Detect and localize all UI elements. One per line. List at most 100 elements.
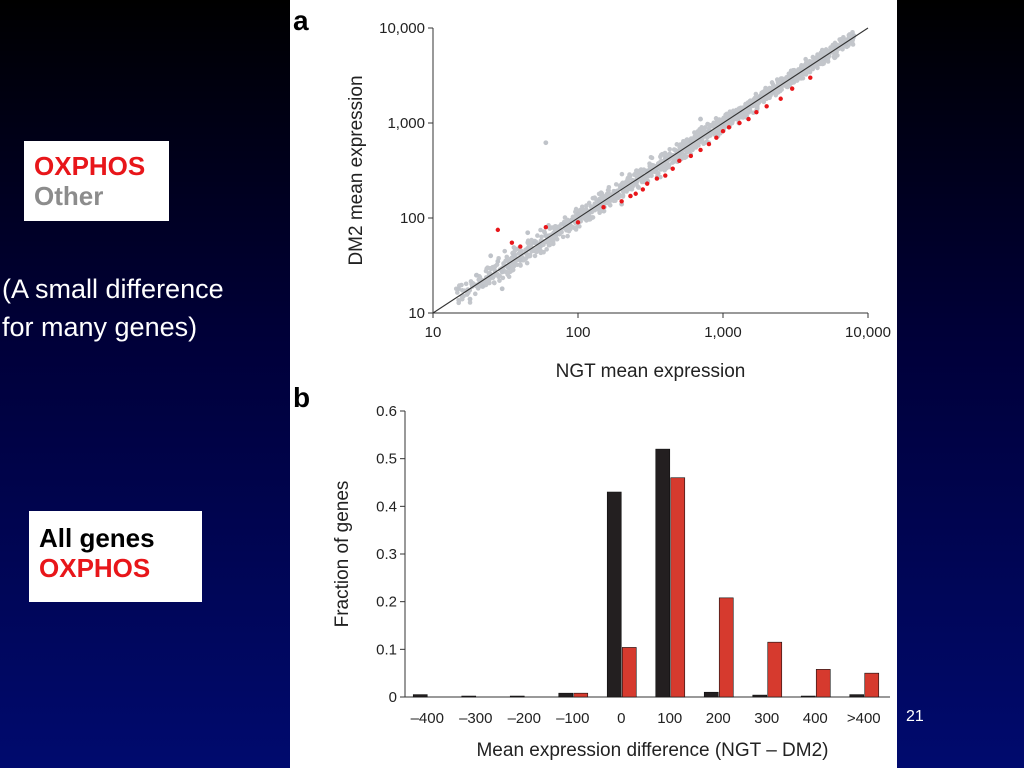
scatter-point-other (812, 63, 818, 68)
scatter-point-other (467, 296, 473, 302)
scatter-point-oxphos (663, 173, 668, 178)
scatter-point-other (501, 261, 506, 266)
scatter-point-other (788, 68, 794, 74)
scatter-point-other (819, 59, 824, 64)
bar-y-tick-label: 0.5 (376, 451, 397, 468)
scatter-point-other (764, 96, 769, 102)
scatter-x-tick-label: 100 (565, 324, 590, 341)
scatter-point-other (753, 91, 759, 97)
bar-x-tick-label: 0 (617, 710, 625, 727)
scatter-point-other (747, 100, 752, 105)
scatter-y-tick-label: 1,000 (387, 115, 425, 132)
scatter-point-other (810, 54, 816, 60)
scatter-point-oxphos (808, 75, 813, 80)
scatter-point-other (517, 257, 523, 263)
bar-all-genes (509, 695, 525, 698)
scatter-point-other (463, 281, 469, 287)
scatter-point-other (539, 249, 545, 255)
scatter-point-other (698, 136, 703, 142)
legend-oxphos-bar-label: OXPHOS (39, 553, 151, 583)
scatter-point-oxphos (495, 227, 501, 233)
scatter-point-other (832, 40, 838, 46)
scatter-point-other (790, 72, 795, 77)
scatter-point-other (698, 116, 703, 122)
scatter-point-other (474, 272, 480, 278)
scatter-point-other (584, 203, 589, 208)
bar-oxphos (864, 672, 880, 698)
legend-other-label: Other (34, 181, 104, 211)
scatter-point-other (525, 245, 531, 251)
scatter-point-oxphos (619, 199, 624, 204)
scatter-point-other (539, 234, 544, 240)
bar-all-genes (558, 692, 574, 698)
bar-x-tick-label: >400 (847, 710, 881, 727)
scatter-point-other (803, 60, 809, 65)
scatter-point-other (505, 265, 511, 271)
scatter-point-other (553, 231, 558, 237)
scatter-point-other (578, 207, 583, 213)
scatter-point-other (543, 233, 549, 239)
scatter-point-other (565, 225, 571, 231)
bar-x-tick-label: 300 (754, 710, 779, 727)
scatter-point-other (729, 120, 735, 126)
scatter-point-other (456, 300, 461, 306)
scatter-point-other (497, 273, 502, 279)
panel-a-label: a (293, 5, 309, 36)
scatter-point-other (674, 142, 680, 147)
bar-all-genes (752, 694, 768, 698)
bar-oxphos (670, 477, 686, 698)
scatter-point-oxphos (633, 191, 638, 196)
scatter-point-oxphos (764, 104, 769, 109)
scatter-point-oxphos (688, 153, 694, 159)
scatter-point-other (635, 168, 641, 174)
bar-y-tick-label: 0.4 (376, 498, 397, 515)
scatter-point-other (626, 176, 631, 182)
note-line-2: for many genes) (2, 312, 198, 342)
bar-oxphos (573, 692, 589, 698)
scatter-point-other (746, 110, 752, 115)
scatter-point-other (549, 234, 555, 239)
scatter-x-tick-label: 10,000 (845, 324, 891, 341)
scatter-point-other (560, 234, 566, 240)
scatter-point-other (502, 248, 508, 254)
scatter-point-other (658, 174, 663, 180)
scatter-point-oxphos (575, 220, 581, 225)
scatter-point-other (766, 91, 772, 97)
scatter-point-other (517, 249, 523, 255)
bar-y-tick-label: 0.3 (376, 546, 397, 563)
scatter-plot: 10 100 1,000 10,000 10 100 1,000 10,000 NGT mean… (346, 20, 891, 382)
scatter-point-other (596, 198, 602, 204)
bar-y-tick-label: 0.1 (376, 641, 397, 658)
scatter-series-oxphos (495, 75, 813, 249)
scatter-point-other (508, 256, 514, 262)
bar-x-tick-label: 200 (706, 710, 731, 727)
scatter-point-other (684, 149, 690, 155)
annotation-note: (A small difference for many genes) (2, 270, 292, 346)
scatter-point-oxphos (789, 86, 795, 91)
scatter-point-oxphos (670, 166, 675, 171)
scatter-point-other (586, 213, 592, 218)
bar-oxphos (621, 647, 637, 698)
scatter-point-other (605, 187, 611, 193)
scatter-point-other (575, 211, 581, 217)
scatter-point-other (838, 39, 844, 45)
scatter-point-other (831, 54, 837, 60)
scatter-point-other (504, 257, 510, 263)
scatter-point-oxphos (644, 181, 650, 186)
scatter-point-other (573, 227, 579, 232)
bar-y-axis-title: Fraction of genes (332, 481, 353, 628)
scatter-point-other (605, 197, 610, 203)
scatter-x-axis-title: NGT mean expression (556, 361, 746, 382)
scatter-point-other (710, 124, 716, 129)
legend-oxphos-label: OXPHOS (34, 151, 146, 181)
bar-oxphos (718, 597, 734, 698)
scatter-point-other (649, 155, 655, 161)
scatter-point-other (795, 77, 800, 83)
scatter-point-other (666, 164, 672, 170)
scatter-point-other (497, 278, 502, 283)
figure-canvas: a b 10 100 1,000 10,000 10 100 1,000 10,000 NGT … (293, 5, 891, 761)
scatter-point-other (546, 238, 551, 243)
scatter-point-other (671, 147, 677, 152)
scatter-y-tick-label: 10,000 (379, 20, 425, 37)
scatter-point-other (600, 208, 605, 213)
